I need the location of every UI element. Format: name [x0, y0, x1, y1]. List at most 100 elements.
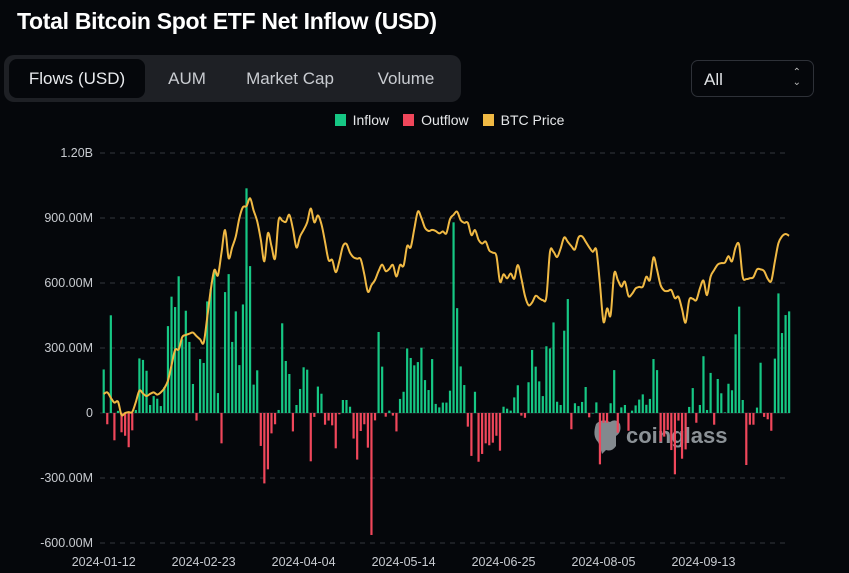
inflow-bar [463, 385, 466, 413]
inflow-bar [555, 401, 559, 413]
outflow-bar [713, 413, 716, 425]
legend-item-inflow[interactable]: Inflow [334, 112, 389, 128]
inflow-bar [448, 390, 452, 413]
outflow-bar [291, 413, 295, 432]
inflow-bar [413, 365, 416, 413]
inflow-bar [655, 370, 659, 413]
inflow-bar [377, 331, 380, 413]
inflow-bar [513, 397, 516, 413]
outflow-bar [127, 413, 130, 448]
outflow-bar [523, 413, 527, 418]
y-tick-label: 600.00M [44, 276, 93, 290]
inflow-bar [623, 404, 627, 413]
outflow-bar [270, 413, 273, 434]
inflow-bar [166, 326, 170, 413]
inflow-bar [398, 398, 402, 413]
btc-price-line [103, 197, 790, 417]
time-range-value: All [704, 70, 723, 89]
legend-label: Outflow [421, 112, 469, 128]
outflow-bar [113, 413, 116, 441]
outflow-bar [309, 413, 312, 462]
outflow-bar [666, 413, 669, 430]
inflow-bar [552, 322, 555, 413]
outflow-bar [605, 413, 609, 423]
y-tick-label: 900.00M [44, 211, 93, 225]
inflow-bar [423, 380, 427, 413]
inflow-bar [609, 403, 612, 413]
outflow-bar [327, 413, 330, 421]
inflow-bar [502, 406, 505, 413]
tab-flows-usd[interactable]: Flows (USD) [9, 59, 145, 98]
inflow-bar [580, 401, 584, 413]
inflow-bar [245, 188, 248, 413]
tab-volume[interactable]: Volume [377, 69, 435, 88]
inflow-bar [431, 359, 434, 413]
tab-aum[interactable]: AUM [168, 69, 206, 88]
outflow-bar [359, 413, 362, 431]
tab-market-cap[interactable]: Market Cap [246, 69, 334, 88]
inflow-bar [302, 367, 305, 413]
inflow-bar [227, 274, 230, 413]
inflow-bar [506, 408, 509, 413]
outflow-bar [373, 413, 377, 421]
outflow-bar [313, 413, 316, 417]
inflow-bar [234, 311, 237, 413]
outflow-bar [766, 413, 769, 420]
inflow-bar [473, 391, 477, 413]
outflow-bar [266, 413, 270, 470]
inflow-bar [741, 400, 744, 413]
inflow-bar [595, 402, 598, 413]
inflow-bar [348, 406, 352, 413]
outflow-bar [495, 413, 498, 436]
y-tick-label: 300.00M [44, 341, 93, 355]
inflow-bar [452, 222, 455, 413]
inflow-bar [780, 333, 784, 413]
inflow-bar [174, 307, 177, 413]
inflow-bar [181, 339, 184, 413]
inflow-bar [149, 404, 152, 413]
y-tick-label: -600.00M [40, 536, 93, 550]
outflow-bar [770, 413, 773, 431]
inflow-bar [784, 315, 787, 413]
x-tick-label: 2024-08-05 [572, 555, 636, 569]
outflow-bar [763, 413, 766, 417]
up-down-chevron-icon: ⌃ ⌄ [792, 67, 801, 88]
inflow-bar [545, 346, 548, 413]
legend-item-outflow[interactable]: Outflow [403, 112, 469, 128]
inflow-bar [652, 359, 655, 413]
inflow-bar [177, 276, 180, 413]
inflow-bar [341, 400, 344, 413]
inflow-bar [316, 386, 319, 413]
inflow-bar [156, 398, 159, 413]
inflow-bar [702, 356, 705, 413]
inflow-bar [716, 378, 719, 413]
outflow-bar [680, 413, 684, 459]
inflow-bar [563, 330, 566, 413]
inflow-bar [231, 341, 234, 413]
inflow-bar [459, 366, 462, 413]
coinglass-logo-icon [594, 420, 621, 454]
inflow-bar [759, 362, 762, 413]
y-tick-label: 1.20B [60, 146, 93, 160]
inflow-bar [277, 409, 280, 413]
inflow-bar [252, 384, 255, 413]
watermark-text: coinglass [626, 423, 727, 448]
inflow-bar [584, 387, 587, 413]
inflow-bar [102, 369, 105, 413]
inflow-bar [688, 406, 691, 413]
inflow-bar [191, 383, 195, 413]
outflow-bar [677, 413, 680, 421]
inflow-bar [209, 289, 212, 413]
page-title: Total Bitcoin Spot ETF Net Inflow (USD) [17, 8, 437, 34]
outflow-bar [263, 413, 266, 484]
y-tick-label: 0 [86, 406, 93, 420]
inflow-bar [298, 388, 302, 413]
outflow-bar [673, 413, 676, 475]
outflow-bar [352, 413, 355, 439]
inflow-bar [256, 370, 259, 413]
outflow-swatch [403, 114, 415, 126]
legend-item-btc-price[interactable]: BTC Price [482, 112, 564, 128]
outflow-bar [370, 413, 373, 535]
inflow-bar [427, 390, 430, 413]
time-range-select[interactable]: All ⌃ ⌄ [691, 60, 814, 97]
